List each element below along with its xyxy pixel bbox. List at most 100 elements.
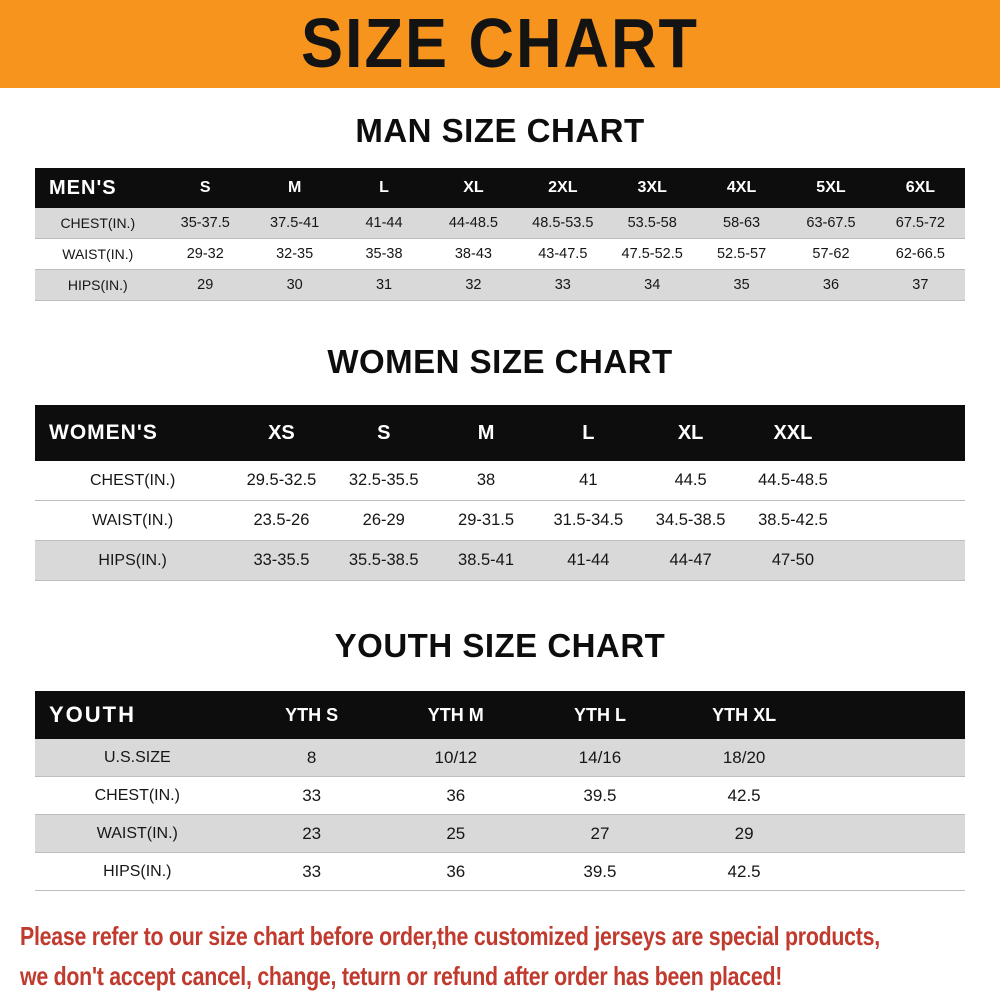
men-hips-in-value-1: 30 bbox=[286, 277, 303, 293]
women-hips-in-value-2: 38.5-41 bbox=[458, 551, 515, 569]
youth-row-chest-in: CHEST(IN.) 33 36 39.5 42.5 bbox=[35, 777, 965, 815]
youth-row-label-chest-in: CHEST(IN.) bbox=[94, 786, 180, 804]
youth-chest-in-value-2: 39.5 bbox=[583, 785, 617, 805]
banner-title: SIZE CHART bbox=[301, 5, 699, 83]
youth-row-u-s-size: U.S.SIZE 8 10/12 14/16 18/20 bbox=[35, 739, 965, 777]
men-row-label-chest-in: CHEST(IN.) bbox=[60, 215, 136, 231]
youth-chest-in-value-0: 33 bbox=[302, 785, 322, 805]
youth-u-s-size-value-2: 14/16 bbox=[578, 747, 622, 767]
youth-row-label-waist-in: WAIST(IN.) bbox=[96, 824, 178, 842]
notice-line-1: Please refer to our size chart before or… bbox=[20, 921, 880, 951]
youth-hips-in-value-2: 39.5 bbox=[583, 861, 617, 881]
man-chart-heading: MAN SIZE CHART bbox=[355, 112, 645, 149]
women-hips-in-value-5: 47-50 bbox=[771, 551, 815, 569]
youth-column-yth-m: YTH M bbox=[427, 704, 484, 725]
men-hips-in-value-2: 31 bbox=[375, 277, 393, 293]
men-chest-in-value-5: 53.5-58 bbox=[627, 215, 677, 231]
men-waist-in-value-7: 57-62 bbox=[812, 246, 850, 262]
youth-column-yth-s: YTH S bbox=[285, 704, 339, 725]
youth-row-label-u-s-size: U.S.SIZE bbox=[103, 748, 171, 766]
women-hips-in-value-1: 35.5-38.5 bbox=[348, 551, 419, 569]
women-chest-in-value-1: 32.5-35.5 bbox=[348, 471, 419, 489]
men-chest-in-value-2: 41-44 bbox=[365, 215, 403, 231]
men-waist-in-value-8: 62-66.5 bbox=[895, 246, 945, 262]
youth-column-yth-l: YTH L bbox=[573, 704, 626, 725]
women-row-waist-in: WAIST(IN.) 23.5-26 26-29 29-31.5 31.5-34.5 34… bbox=[35, 501, 965, 541]
women-waist-in-value-0: 23.5-26 bbox=[253, 511, 310, 529]
women-header-label: WOMEN'S bbox=[49, 421, 158, 444]
women-column-l: L bbox=[582, 421, 595, 444]
men-chest-in-value-7: 63-67.5 bbox=[806, 215, 856, 231]
men-waist-in-value-3: 38-43 bbox=[454, 246, 492, 262]
women-chest-in-value-4: 44.5 bbox=[674, 471, 707, 489]
youth-hips-in-value-0: 33 bbox=[302, 861, 322, 881]
women-chest-in-value-0: 29.5-32.5 bbox=[246, 471, 317, 489]
men-row-label-waist-in: WAIST(IN.) bbox=[62, 246, 134, 262]
youth-size-table: YOUTH YTH S YTH M YTH L YTH XL U.S.SIZE 8 10/12… bbox=[35, 691, 965, 891]
man-size-chart-section: MAN SIZE CHART MEN'S S M L XL 2XL 3XL 4XL 5XL 6XL… bbox=[0, 112, 1000, 301]
youth-waist-in-value-2: 27 bbox=[590, 823, 610, 843]
men-chest-in-value-6: 58-63 bbox=[723, 215, 761, 231]
women-row-hips-in: HIPS(IN.) 33-35.5 35.5-38.5 38.5-41 41-44 44-… bbox=[35, 541, 965, 581]
women-row-label-chest-in: CHEST(IN.) bbox=[89, 471, 176, 489]
women-column-m: M bbox=[477, 421, 495, 444]
men-header-row: MEN'S S M L XL 2XL 3XL 4XL 5XL 6XL bbox=[35, 168, 965, 208]
women-hips-in-value-3: 41-44 bbox=[567, 551, 610, 569]
women-row-label-waist-in: WAIST(IN.) bbox=[92, 511, 174, 529]
women-chart-heading: WOMEN SIZE CHART bbox=[327, 343, 673, 380]
women-header-row: WOMEN'S XS S M L XL XXL bbox=[35, 405, 965, 461]
men-row-label-hips-in: HIPS(IN.) bbox=[67, 277, 128, 293]
women-column-xs: XS bbox=[268, 421, 295, 444]
youth-row-waist-in: WAIST(IN.) 23 25 27 29 bbox=[35, 815, 965, 853]
banner: SIZE CHART bbox=[0, 0, 1000, 88]
youth-header-row: YOUTH YTH S YTH M YTH L YTH XL bbox=[35, 691, 965, 739]
men-hips-in-value-3: 32 bbox=[465, 277, 482, 293]
women-hips-in-value-4: 44-47 bbox=[669, 551, 712, 569]
women-column-xxl: XXL bbox=[773, 421, 813, 444]
women-chest-in-value-5: 44.5-48.5 bbox=[758, 471, 828, 489]
men-column-5xl: 5XL bbox=[816, 179, 846, 196]
women-waist-in-value-4: 34.5-38.5 bbox=[655, 511, 726, 529]
youth-waist-in-value-0: 23 bbox=[302, 823, 322, 843]
youth-hips-in-value-1: 36 bbox=[446, 861, 466, 881]
men-row-waist-in: WAIST(IN.) 29-32 32-35 35-38 38-43 43-47.5 47.… bbox=[35, 239, 965, 270]
men-chest-in-value-1: 37.5-41 bbox=[270, 215, 320, 231]
youth-header-label: YOUTH bbox=[49, 702, 136, 727]
men-chest-in-value-3: 44-48.5 bbox=[448, 215, 498, 231]
men-chest-in-value-4: 48.5-53.5 bbox=[532, 215, 594, 231]
men-chest-in-value-8: 67.5-72 bbox=[895, 215, 945, 231]
men-hips-in-value-0: 29 bbox=[197, 277, 214, 293]
women-chest-in-value-3: 41 bbox=[579, 471, 598, 489]
women-row-chest-in: CHEST(IN.) 29.5-32.5 32.5-35.5 38 41 44.5 44.5… bbox=[35, 461, 965, 501]
men-hips-in-value-6: 35 bbox=[733, 277, 750, 293]
men-chest-in-value-0: 35-37.5 bbox=[180, 215, 230, 231]
women-size-chart-section: WOMEN SIZE CHART WOMEN'S XS S M L XL XXL CHEST(… bbox=[0, 343, 1000, 581]
women-waist-in-value-3: 31.5-34.5 bbox=[553, 511, 624, 529]
youth-u-s-size-value-1: 10/12 bbox=[434, 747, 478, 767]
youth-chest-in-value-3: 42.5 bbox=[727, 785, 761, 805]
women-chest-in-value-2: 38 bbox=[476, 471, 496, 489]
women-hips-in-value-0: 33-35.5 bbox=[253, 551, 310, 569]
men-hips-in-value-4: 33 bbox=[554, 277, 571, 293]
youth-column-yth-xl: YTH XL bbox=[712, 704, 777, 725]
men-hips-in-value-8: 37 bbox=[912, 277, 929, 293]
youth-waist-in-value-1: 25 bbox=[446, 823, 466, 843]
men-waist-in-value-5: 47.5-52.5 bbox=[621, 246, 683, 262]
men-waist-in-value-6: 52.5-57 bbox=[716, 246, 767, 262]
women-row-label-hips-in: HIPS(IN.) bbox=[98, 551, 167, 569]
women-waist-in-value-1: 26-29 bbox=[362, 511, 405, 529]
women-waist-in-value-2: 29-31.5 bbox=[458, 511, 515, 529]
men-column-m: M bbox=[287, 179, 302, 196]
women-column-xl: XL bbox=[677, 421, 704, 444]
youth-row-hips-in: HIPS(IN.) 33 36 39.5 42.5 bbox=[35, 853, 965, 891]
men-waist-in-value-4: 43-47.5 bbox=[538, 246, 588, 262]
men-column-6xl: 6XL bbox=[905, 179, 936, 196]
youth-u-s-size-value-0: 8 bbox=[306, 747, 317, 767]
men-column-xl: XL bbox=[463, 179, 484, 196]
men-column-2xl: 2XL bbox=[548, 179, 578, 196]
youth-row-label-hips-in: HIPS(IN.) bbox=[103, 862, 172, 880]
women-waist-in-value-5: 38.5-42.5 bbox=[758, 511, 828, 529]
men-row-chest-in: CHEST(IN.) 35-37.5 37.5-41 41-44 44-48.5 48.5… bbox=[35, 208, 965, 239]
men-column-s: S bbox=[199, 179, 211, 196]
men-waist-in-value-2: 35-38 bbox=[365, 246, 403, 262]
